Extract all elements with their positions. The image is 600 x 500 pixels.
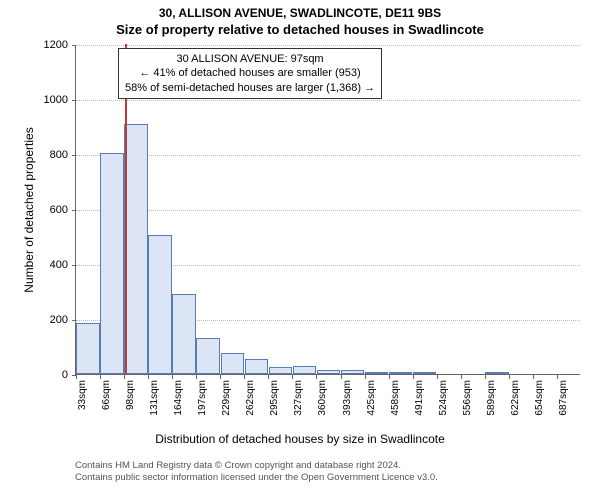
x-tick-label: 687sqm (558, 380, 569, 416)
histogram-bar (172, 294, 196, 374)
y-tick-label: 1200 (44, 39, 76, 51)
y-axis-label: Number of detached properties (22, 127, 36, 292)
x-tick-mark (292, 375, 293, 379)
x-tick-label: 425sqm (366, 380, 377, 416)
x-tick-mark (341, 375, 342, 379)
histogram-bar (365, 372, 389, 374)
x-tick-mark (124, 375, 125, 379)
grid-line (76, 210, 580, 211)
x-tick-mark (76, 375, 77, 379)
x-tick-mark (172, 375, 173, 379)
histogram-bar (293, 366, 317, 374)
x-tick-label: 654sqm (534, 380, 545, 416)
x-tick-label: 556sqm (462, 380, 473, 416)
footer-attribution: Contains HM Land Registry data © Crown c… (75, 460, 438, 485)
info-box: 30 ALLISON AVENUE: 97sqm ← 41% of detach… (118, 48, 382, 99)
histogram-bar (221, 353, 245, 374)
x-tick-mark (413, 375, 414, 379)
x-tick-label: 327sqm (293, 380, 304, 416)
histogram-bar (413, 372, 437, 374)
x-tick-label: 360sqm (317, 380, 328, 416)
histogram-bar (124, 124, 148, 374)
histogram-bar (389, 372, 413, 374)
histogram-bar (196, 338, 220, 374)
x-tick-label: 164sqm (173, 380, 184, 416)
x-tick-mark (244, 375, 245, 379)
x-tick-mark (485, 375, 486, 379)
x-tick-mark (148, 375, 149, 379)
footer-line2: Contains public sector information licen… (75, 472, 438, 484)
histogram-bar (76, 323, 100, 374)
x-tick-label: 393sqm (342, 380, 353, 416)
x-tick-label: 197sqm (197, 380, 208, 416)
x-tick-label: 131sqm (149, 380, 160, 416)
x-tick-label: 589sqm (486, 380, 497, 416)
y-tick-label: 600 (50, 204, 76, 216)
info-box-line2: ← 41% of detached houses are smaller (95… (125, 66, 375, 80)
x-tick-label: 229sqm (221, 380, 232, 416)
x-tick-label: 295sqm (269, 380, 280, 416)
x-axis-label: Distribution of detached houses by size … (0, 432, 600, 446)
page-subtitle: Size of property relative to detached ho… (0, 22, 600, 37)
x-tick-label: 524sqm (438, 380, 449, 416)
chart-container: 30, ALLISON AVENUE, SWADLINCOTE, DE11 9B… (0, 0, 600, 500)
page-address-title: 30, ALLISON AVENUE, SWADLINCOTE, DE11 9B… (0, 6, 600, 20)
y-tick-label: 1000 (44, 94, 76, 106)
x-tick-mark (533, 375, 534, 379)
histogram-bar (317, 370, 341, 374)
footer-line1: Contains HM Land Registry data © Crown c… (75, 460, 438, 472)
x-tick-mark (557, 375, 558, 379)
y-tick-label: 0 (62, 369, 76, 381)
histogram-bar (245, 359, 269, 374)
histogram-bar (269, 367, 293, 374)
x-tick-mark (100, 375, 101, 379)
y-tick-label: 400 (50, 259, 76, 271)
info-box-line1: 30 ALLISON AVENUE: 97sqm (125, 52, 375, 66)
x-tick-label: 262sqm (245, 380, 256, 416)
x-tick-mark (509, 375, 510, 379)
y-tick-label: 800 (50, 149, 76, 161)
histogram-bar (485, 372, 509, 374)
x-tick-mark (220, 375, 221, 379)
x-tick-mark (268, 375, 269, 379)
histogram-bar (100, 153, 124, 374)
x-tick-mark (365, 375, 366, 379)
x-tick-mark (316, 375, 317, 379)
x-tick-mark (461, 375, 462, 379)
x-tick-label: 66sqm (101, 380, 112, 410)
grid-line (76, 100, 580, 101)
grid-line (76, 45, 580, 46)
x-tick-label: 491sqm (414, 380, 425, 416)
x-tick-label: 458sqm (390, 380, 401, 416)
grid-line (76, 155, 580, 156)
y-tick-label: 200 (50, 314, 76, 326)
x-tick-label: 98sqm (125, 380, 136, 410)
histogram-bar (148, 235, 172, 374)
info-box-line3: 58% of semi-detached houses are larger (… (125, 81, 375, 95)
x-tick-label: 622sqm (510, 380, 521, 416)
x-tick-mark (437, 375, 438, 379)
x-tick-mark (389, 375, 390, 379)
x-tick-label: 33sqm (77, 380, 88, 410)
histogram-bar (341, 370, 365, 374)
x-tick-mark (196, 375, 197, 379)
